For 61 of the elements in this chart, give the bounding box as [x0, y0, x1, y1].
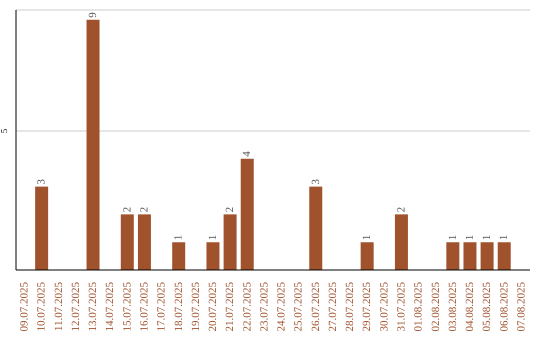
data-label: 2: [224, 206, 236, 212]
x-tick-label: 15.07.2025: [121, 282, 134, 332]
x-tick-label: 31.07.2025: [396, 282, 408, 332]
data-label: 1: [446, 234, 459, 240]
x-tick-label: 03.08.2025: [446, 282, 459, 332]
x-tick-label: 17.07.2025: [156, 282, 168, 332]
x-tick-label: 27.07.2025: [326, 282, 339, 332]
data-label: 1: [361, 234, 374, 240]
bar: [480, 242, 494, 270]
x-tick-label: 10.07.2025: [36, 282, 48, 332]
bar: [394, 214, 408, 270]
x-tick-label: 20.07.2025: [207, 282, 220, 332]
x-tick-label: 29.07.2025: [361, 282, 374, 332]
x-tick-label: 05.08.2025: [481, 282, 494, 332]
bar: [86, 20, 100, 270]
data-label: 2: [121, 206, 134, 212]
x-tick-label: 11.07.2025: [52, 282, 65, 332]
x-tick-label: 19.07.2025: [190, 282, 202, 332]
bar: [309, 186, 322, 270]
data-label: 9: [87, 12, 100, 18]
bar: [224, 214, 237, 270]
x-tick-label: 23.07.2025: [258, 282, 270, 332]
data-label: 1: [481, 234, 494, 240]
data-label: 2: [138, 206, 150, 212]
bar: [360, 242, 374, 270]
x-tick-label: 04.08.2025: [464, 282, 476, 332]
bar: [120, 214, 134, 270]
bar: [446, 242, 460, 270]
bar: [206, 242, 220, 270]
bar: [463, 242, 476, 270]
x-tick-label: 18.07.2025: [172, 282, 185, 332]
x-tick-label: 09.07.2025: [18, 282, 31, 332]
bar: [35, 186, 48, 270]
data-label: 3: [310, 178, 322, 185]
x-tick-label: 06.08.2025: [498, 282, 510, 332]
x-tick-label: 02.08.2025: [430, 282, 442, 332]
x-tick-label: 12.07.2025: [70, 282, 82, 332]
data-label: 1: [206, 234, 219, 240]
x-tick-label: 13.07.2025: [87, 282, 100, 332]
x-tick-label: 30.07.2025: [378, 282, 390, 332]
x-tick-label: 14.07.2025: [104, 282, 116, 332]
x-tick-label: 22.07.2025: [241, 282, 254, 332]
data-label: 3: [36, 178, 48, 185]
x-tick-label: 07.08.2025: [515, 282, 528, 332]
y-tick-label: 5: [0, 128, 9, 134]
data-label: 4: [241, 150, 254, 157]
data-label: 1: [464, 234, 476, 240]
x-tick-label: 16.07.2025: [138, 282, 150, 332]
bar: [138, 214, 151, 270]
x-tick-label: 28.07.2025: [344, 282, 356, 332]
x-tick-label: 25.07.2025: [292, 282, 305, 332]
data-label: 1: [172, 234, 185, 240]
x-tick-label: 24.07.2025: [276, 282, 288, 332]
bar: [498, 242, 511, 270]
x-tick-label: 26.07.2025: [310, 282, 322, 332]
x-tick-label: 21.07.2025: [224, 282, 236, 332]
data-label: 2: [395, 206, 408, 212]
data-label: 1: [498, 234, 510, 240]
bar: [240, 158, 254, 270]
x-tick-label: 01.08.2025: [412, 282, 425, 332]
bar: [172, 242, 186, 270]
